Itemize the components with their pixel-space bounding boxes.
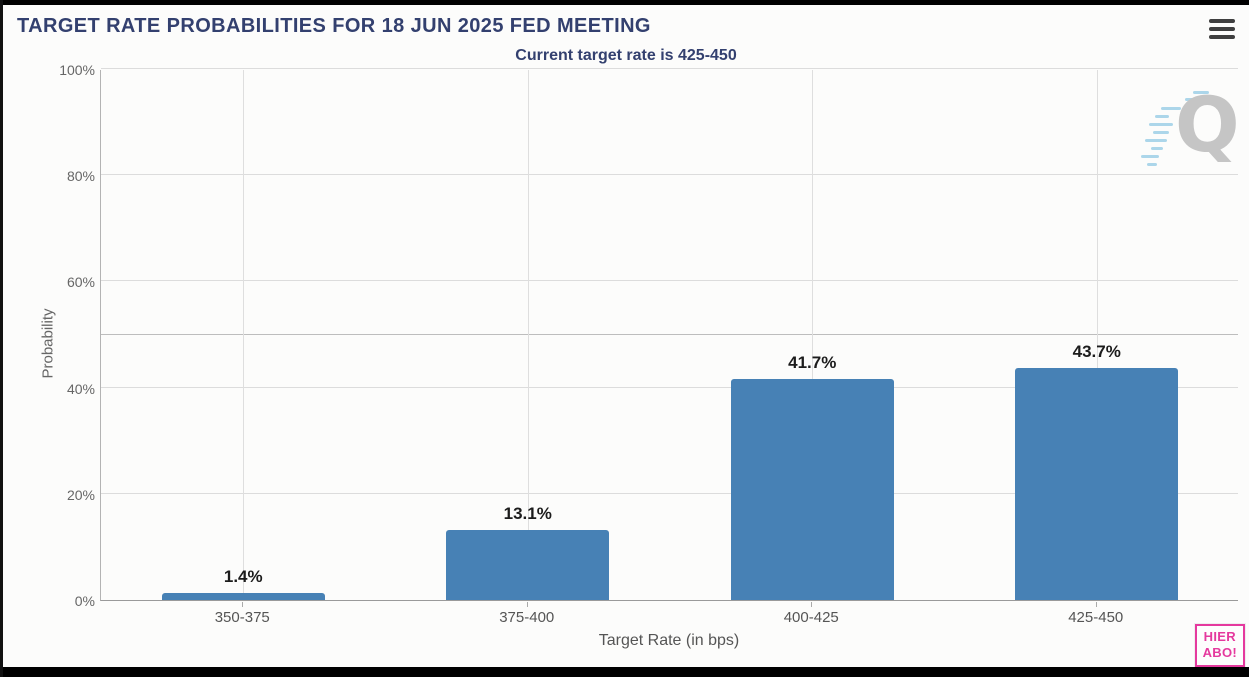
x-tick-label: 400-425: [783, 609, 839, 626]
letterbox-top: [0, 0, 1249, 5]
x-axis-title: Target Rate (in bps): [598, 632, 740, 649]
hamburger-icon: [1209, 19, 1235, 23]
subscribe-sticker[interactable]: HIER ABO!: [1194, 623, 1245, 667]
x-tick-label: 350-375: [214, 609, 270, 626]
x-tick-label: 375-400: [499, 609, 555, 626]
bar-value-label: 1.4%: [223, 566, 263, 586]
y-tick-label: 40%: [66, 380, 95, 397]
bar-350-375[interactable]: [161, 592, 325, 600]
gridline-y: [101, 386, 1238, 388]
x-tick-mark: [242, 602, 244, 607]
y-tick-label: 100%: [59, 62, 95, 78]
gridline-y: [101, 68, 1238, 69]
gridline-x: [243, 70, 245, 600]
chart-panel: TARGET RATE PROBABILITIES FOR 18 JUN 202…: [3, 5, 1249, 667]
gridline-y: [101, 174, 1238, 176]
hamburger-icon: [1209, 27, 1235, 31]
x-tick-mark: [811, 602, 813, 607]
reference-line-50: [101, 333, 1238, 335]
sticker-line2: ABO!: [1202, 644, 1237, 660]
x-axis-tick-labels: 350-375 375-400 400-425 425-450: [100, 609, 1238, 629]
gridline-y: [101, 492, 1238, 494]
x-tick-label: 425-450: [1068, 609, 1124, 626]
gridline-x: [1096, 70, 1098, 600]
x-tick-mark: [1095, 602, 1097, 607]
bar-425-450[interactable]: [1015, 367, 1179, 600]
letterbox-bottom: [0, 667, 1249, 677]
bar-value-label: 13.1%: [503, 504, 552, 524]
bar-400-425[interactable]: [730, 378, 894, 600]
bar-value-label: 43.7%: [1072, 341, 1121, 361]
y-axis-tick-labels: 0% 20% 40% 60% 80% 100%: [41, 62, 95, 609]
bar-value-label: 41.7%: [788, 352, 837, 372]
plot-area: 1.4% 13.1% 41.7% 43.7%: [100, 68, 1238, 601]
sticker-line1: HIER: [1203, 628, 1236, 644]
window-left-edge: [0, 0, 3, 677]
gridline-x: [527, 70, 529, 600]
chart-subtitle: Current target rate is 425-450: [515, 47, 737, 64]
y-tick-label: 0%: [74, 593, 95, 609]
chart-menu-button[interactable]: [1209, 19, 1235, 39]
y-tick-label: 20%: [66, 486, 95, 503]
gridline-y: [101, 280, 1238, 282]
chart-title: TARGET RATE PROBABILITIES FOR 18 JUN 202…: [17, 15, 651, 37]
hamburger-icon: [1209, 35, 1235, 39]
gridline-x: [812, 70, 814, 600]
y-tick-label: 80%: [66, 168, 95, 185]
y-tick-label: 60%: [66, 274, 95, 291]
x-tick-mark: [526, 602, 528, 607]
bar-375-400[interactable]: [446, 530, 610, 600]
